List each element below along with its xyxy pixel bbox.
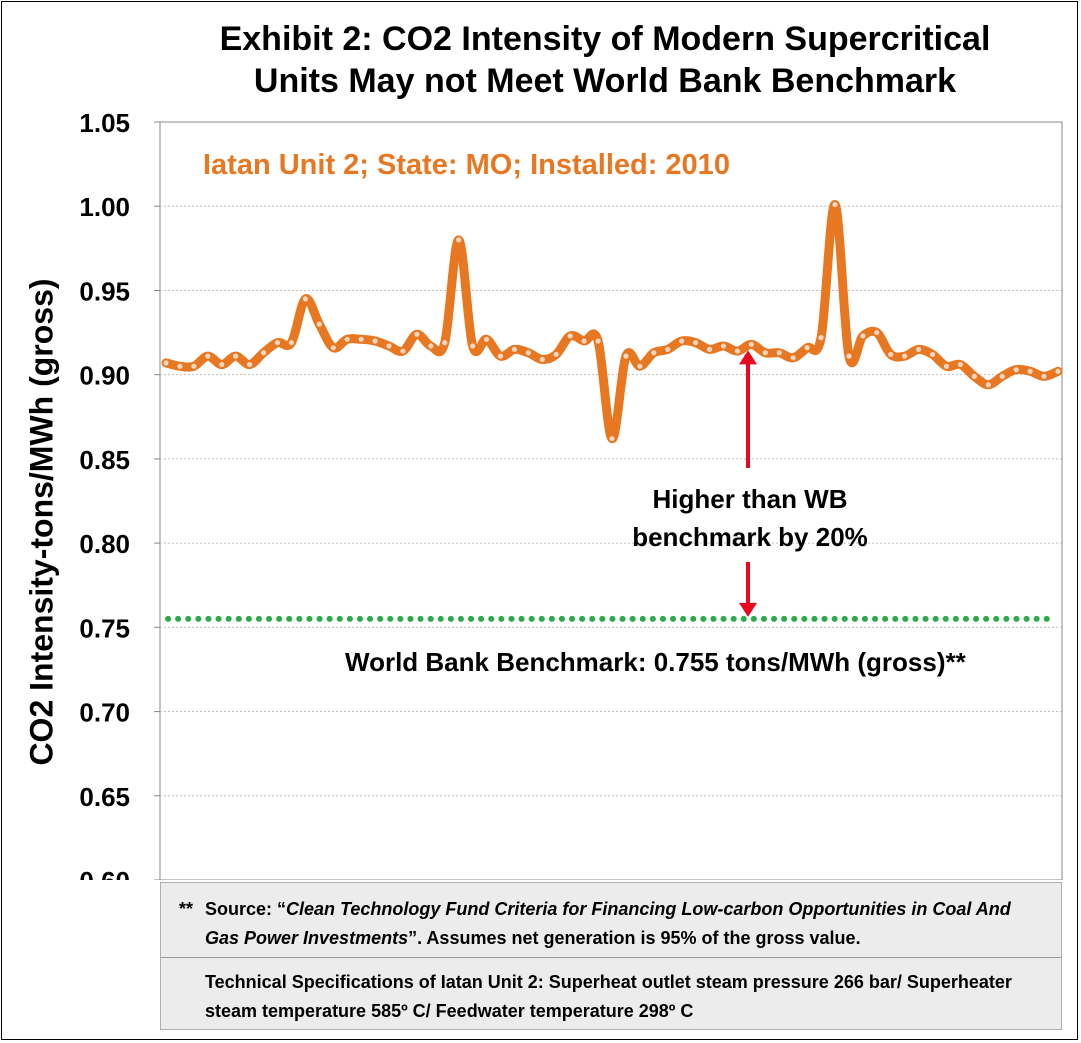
y-tick-label: 0.75 xyxy=(79,613,130,643)
plot-area xyxy=(159,121,1063,880)
data-point xyxy=(539,356,545,363)
data-point xyxy=(344,336,350,342)
y-tick-label: 0.60 xyxy=(79,866,130,880)
data-point xyxy=(1055,368,1061,374)
data-point xyxy=(706,346,713,352)
data-point xyxy=(985,382,991,388)
data-point xyxy=(609,436,615,442)
data-point xyxy=(651,350,657,356)
data-point xyxy=(916,346,922,352)
data-point xyxy=(470,343,476,349)
data-point xyxy=(888,351,894,358)
tech-specs-note: Technical Specifications of Iatan Unit 2… xyxy=(205,972,1012,1021)
data-point xyxy=(999,373,1005,379)
data-point xyxy=(846,353,852,359)
notes-box: ** Source: “Clean Technology Fund Criter… xyxy=(160,882,1062,1030)
data-point xyxy=(860,333,866,339)
data-point xyxy=(637,363,643,369)
annotation-arrows xyxy=(739,350,757,617)
data-point xyxy=(762,350,768,356)
data-point xyxy=(511,346,518,352)
y-tick-label: 0.70 xyxy=(79,698,130,728)
data-point xyxy=(274,340,281,346)
data-point xyxy=(902,353,908,359)
data-point xyxy=(748,341,754,347)
source-suffix: ”. Assumes net generation is 95% of the … xyxy=(408,928,861,948)
data-point xyxy=(260,350,267,356)
y-tick-label: 0.80 xyxy=(79,529,130,559)
data-point xyxy=(818,335,824,341)
data-point xyxy=(595,338,601,344)
arrow-text-line-2: benchmark by 20% xyxy=(632,522,868,552)
data-point xyxy=(525,350,531,356)
data-point xyxy=(804,345,810,351)
data-point xyxy=(219,361,225,368)
y-tick-labels: 0.60 0.65 0.70 0.75 0.80 0.85 0.90 0.95 1.00 1.05 xyxy=(79,108,130,880)
data-point xyxy=(400,348,406,354)
arrow-down-head xyxy=(739,602,757,617)
source-title: Clean Technology Fund Criteria for Finan… xyxy=(205,899,1011,948)
data-point xyxy=(442,340,448,346)
data-point xyxy=(874,329,880,336)
data-point xyxy=(483,336,490,342)
data-point xyxy=(679,338,685,344)
data-point xyxy=(358,336,364,342)
chart-svg: 0.60 0.65 0.70 0.75 0.80 0.85 0.90 0.95 1.00 1.05… xyxy=(79,108,1063,880)
data-point xyxy=(497,353,504,359)
data-point xyxy=(247,361,253,368)
grid-lines xyxy=(154,121,1062,880)
chart-title-line-2: Units May not Meet World Bank Benchmark xyxy=(253,62,957,100)
y-tick-label: 1.00 xyxy=(79,192,130,222)
series-markers xyxy=(163,201,1061,442)
data-point xyxy=(553,351,559,358)
data-point xyxy=(177,363,183,369)
data-point xyxy=(205,353,211,359)
y-tick-label: 1.05 xyxy=(79,108,130,138)
data-point xyxy=(456,237,462,243)
data-point xyxy=(191,363,197,369)
data-point xyxy=(929,351,936,358)
source-stars: ** xyxy=(179,899,194,919)
data-point xyxy=(288,340,295,346)
y-tick-label: 0.85 xyxy=(79,445,130,475)
data-point xyxy=(1041,373,1047,379)
arrow-text-line-1: Higher than WB xyxy=(653,484,848,514)
series-label: Iatan Unit 2; State: MO; Installed: 2010 xyxy=(203,149,730,181)
data-point xyxy=(330,345,336,351)
chart-title: Exhibit 2: CO2 Intensity of Modern Super… xyxy=(160,18,1050,102)
y-tick-label: 0.65 xyxy=(79,782,130,812)
data-point xyxy=(832,201,838,208)
data-point xyxy=(163,360,169,366)
data-point xyxy=(1013,367,1019,373)
data-point xyxy=(372,338,378,344)
data-point xyxy=(957,361,964,368)
data-point xyxy=(581,338,587,344)
data-point xyxy=(720,343,727,349)
benchmark-label: World Bank Benchmark: 0.755 tons/MWh (gr… xyxy=(345,647,967,677)
data-point xyxy=(776,350,782,356)
data-point xyxy=(971,373,977,379)
arrow-up-head xyxy=(739,350,757,365)
data-point xyxy=(302,296,308,302)
y-tick-label: 0.95 xyxy=(79,276,130,306)
y-tick-label: 0.90 xyxy=(79,361,130,391)
chart-title-line-1: Exhibit 2: CO2 Intensity of Modern Super… xyxy=(219,20,991,58)
data-point xyxy=(790,355,796,361)
data-point xyxy=(316,321,322,327)
data-point xyxy=(623,353,629,359)
source-note: ** Source: “Clean Technology Fund Criter… xyxy=(161,883,1061,958)
data-point xyxy=(943,363,950,369)
data-point xyxy=(1027,368,1033,374)
data-point xyxy=(567,333,573,339)
data-point xyxy=(386,343,392,349)
source-prefix: Source: “ xyxy=(205,899,287,919)
data-point xyxy=(414,331,420,337)
data-point xyxy=(693,340,699,346)
data-point xyxy=(428,343,434,349)
data-point xyxy=(734,348,741,354)
data-point xyxy=(665,346,671,352)
data-point xyxy=(233,353,239,359)
